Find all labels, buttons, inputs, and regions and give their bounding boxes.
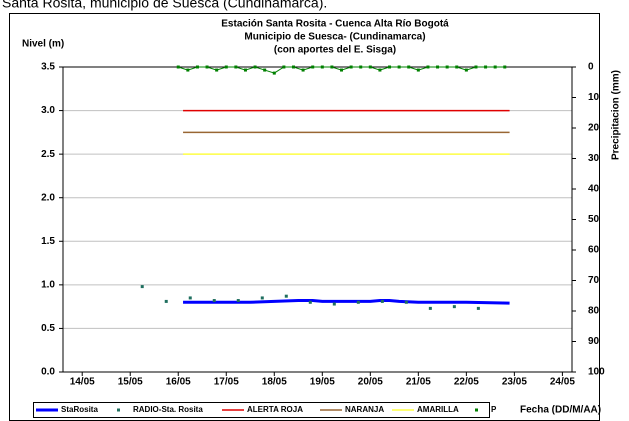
series-point — [260, 296, 264, 300]
legend-label: NARANJA — [345, 405, 384, 414]
series-line — [178, 66, 505, 74]
series-line — [183, 299, 510, 305]
x-tick-label: 19/05 — [310, 377, 335, 388]
legend-label: StaRosita — [61, 405, 98, 414]
series-point — [332, 302, 336, 306]
chart-title: Municipio de Suesca- (Cundinamarca) — [244, 32, 425, 43]
series-point — [308, 300, 312, 304]
series-point — [140, 285, 144, 289]
y-tick-label: 3.5 — [41, 62, 55, 73]
series-point — [284, 294, 288, 298]
y-axis-label: Nivel (m) — [22, 39, 64, 50]
legend-label: P — [491, 405, 497, 414]
series-point — [188, 296, 192, 300]
y-tick-label: 2.5 — [41, 149, 55, 160]
y2-tick-label: 30 — [588, 153, 600, 164]
y2-tick-label: 90 — [588, 336, 600, 347]
series-point — [356, 300, 360, 304]
legend-swatch — [475, 408, 478, 412]
series-point — [476, 306, 480, 310]
x-tick-label: 16/05 — [166, 377, 191, 388]
legend-swatch — [117, 408, 120, 412]
x-tick-label: 18/05 — [262, 377, 287, 388]
x-tick-label: 17/05 — [214, 377, 239, 388]
y2-axis-label: Precipitacion (mm) — [611, 70, 622, 160]
y2-tick-label: 50 — [588, 214, 600, 225]
y-tick-label: 1.5 — [41, 236, 55, 247]
legend-box — [33, 402, 490, 418]
y2-tick-label: 70 — [588, 275, 600, 286]
series-point — [428, 306, 432, 310]
x-tick-label: 20/05 — [358, 377, 383, 388]
y2-tick-label: 100 — [588, 367, 605, 378]
chart-title: (con aportes del E. Sisga) — [274, 45, 396, 56]
x-axis-label: Fecha (DD/M/AA) — [520, 405, 601, 416]
y2-tick-label: 40 — [588, 184, 600, 195]
x-tick-label: 15/05 — [118, 377, 143, 388]
y2-tick-label: 60 — [588, 245, 600, 256]
y-tick-label: 3.0 — [41, 105, 55, 116]
y-tick-label: 0.5 — [41, 323, 55, 334]
legend-label: AMARILLA — [417, 405, 459, 414]
y-tick-label: 1.0 — [41, 279, 55, 290]
y2-tick-label: 0 — [588, 62, 594, 73]
series-point — [380, 299, 384, 303]
series-point — [404, 300, 408, 304]
y-tick-label: 2.0 — [41, 192, 55, 203]
series-point — [452, 305, 456, 309]
y-tick-label: 0.0 — [41, 367, 55, 378]
series-point — [164, 299, 168, 303]
series-point — [236, 299, 240, 303]
caption: Santa Rosita, municipio de Suesca (Cundi… — [2, 0, 327, 11]
x-tick-label: 24/05 — [550, 377, 575, 388]
legend-label: ALERTA ROJA — [247, 405, 303, 414]
x-tick-label: 14/05 — [70, 377, 95, 388]
y2-tick-label: 10 — [588, 92, 600, 103]
x-tick-label: 22/05 — [454, 377, 479, 388]
chart-title: Estación Santa Rosita - Cuenca Alta Río … — [221, 19, 449, 30]
y2-tick-label: 20 — [588, 123, 600, 134]
x-tick-label: 23/05 — [502, 377, 527, 388]
series-point — [212, 299, 216, 303]
y2-tick-label: 80 — [588, 306, 600, 317]
x-tick-label: 21/05 — [406, 377, 431, 388]
legend-label: RADIO-Sta. Rosita — [133, 405, 203, 414]
